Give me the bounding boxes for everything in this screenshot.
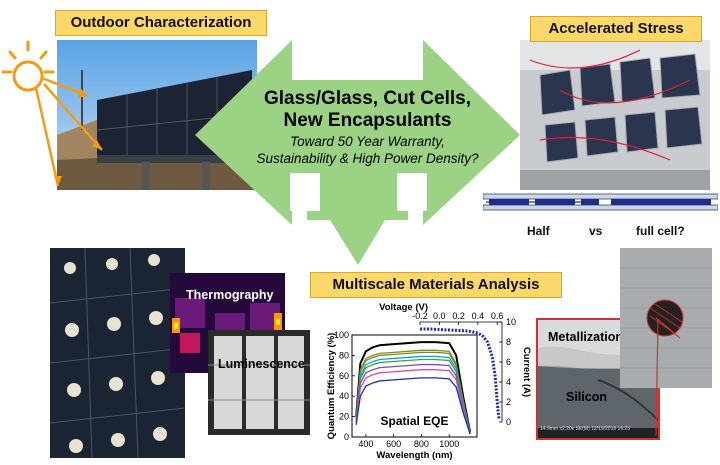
y-tick-label: 20 — [339, 412, 349, 422]
iv-y-tick-label: 10 — [506, 317, 516, 327]
eqe-plot-frame — [351, 334, 478, 438]
module-photo — [50, 248, 185, 458]
eqe-series-line — [355, 341, 472, 433]
iv-x-tick-label: 0.6 — [491, 311, 504, 321]
iv-x-tick-label: 0.4 — [472, 311, 485, 321]
center-subtitle-line2: Sustainability & High Power Density? — [256, 151, 479, 166]
iv-x-tick-label: 0.0 — [433, 311, 446, 321]
luminescence-image — [208, 330, 310, 435]
half-cell-label: Half — [527, 224, 550, 238]
center-title-line1: Glass/Glass, Cut Cells, — [264, 88, 471, 109]
outdoor-label: Outdoor Characterization — [55, 10, 267, 36]
zoom-lines — [655, 317, 681, 437]
accelerated-stress-photo — [520, 40, 710, 190]
eqe-series-line — [355, 363, 471, 435]
full-cell-label: full cell? — [636, 224, 685, 238]
cell-diagram — [483, 193, 718, 211]
x-tick-label: 400 — [358, 439, 373, 449]
y-axis-label: Quantum Efficiency (%) — [326, 333, 337, 440]
thermography-label: Thermography — [186, 288, 274, 302]
iv-y-tick-label: 4 — [506, 377, 511, 387]
eqe-series-line — [355, 377, 471, 435]
x-tick-label: 800 — [414, 439, 429, 449]
sun-icon — [1, 40, 103, 187]
y-tick-label: 80 — [339, 350, 349, 360]
eqe-series-line — [355, 369, 471, 435]
eqe-series-line — [355, 358, 471, 434]
x-tick-label: 1000 — [439, 439, 459, 449]
iv-x-tick-label: 0.2 — [452, 311, 465, 321]
center-subtitle-line1: Toward 50 Year Warranty, — [290, 134, 445, 149]
eqe-series-line — [355, 355, 471, 434]
multiscale-label: Multiscale Materials Analysis — [310, 272, 562, 298]
metallization-label: Metallization — [548, 330, 624, 344]
eqe-series-line — [355, 351, 471, 434]
y-tick-label: 60 — [339, 371, 349, 381]
iv-y-tick-label: 6 — [506, 357, 511, 367]
x-axis-label: Wavelength (nm) — [376, 450, 452, 461]
silicon-label: Silicon — [566, 390, 607, 404]
iv-y-axis-label: Current (A) — [521, 347, 532, 397]
wafer-photo — [620, 248, 712, 388]
x-tick-label: 600 — [386, 439, 401, 449]
iv-x-axis-label: Voltage (V) — [379, 302, 428, 313]
y-tick-label: 100 — [334, 330, 349, 340]
iv-y-tick-label: 0 — [506, 417, 511, 427]
iv-y-tick-label: 8 — [506, 337, 511, 347]
vs-label: vs — [589, 224, 603, 238]
accelerated-stress-label: Accelerated Stress — [530, 16, 702, 42]
iv-x-tick-label: -0.2 — [412, 311, 428, 321]
y-tick-label: 0 — [344, 432, 349, 442]
center-title-line2: New Encapsulants — [283, 110, 452, 131]
iv-curve — [420, 327, 501, 421]
iv-y-tick-label: 2 — [506, 397, 511, 407]
sem-caption: 14.9mm x2.20k SE(M) 12/19/2018 16:23 — [540, 426, 631, 432]
eqe-series-line — [355, 349, 471, 434]
y-tick-label: 40 — [339, 391, 349, 401]
center-arrow-shape — [195, 40, 520, 265]
luminescence-label: Luminescence — [218, 357, 305, 371]
chart-title: Spatial EQE — [380, 414, 448, 428]
